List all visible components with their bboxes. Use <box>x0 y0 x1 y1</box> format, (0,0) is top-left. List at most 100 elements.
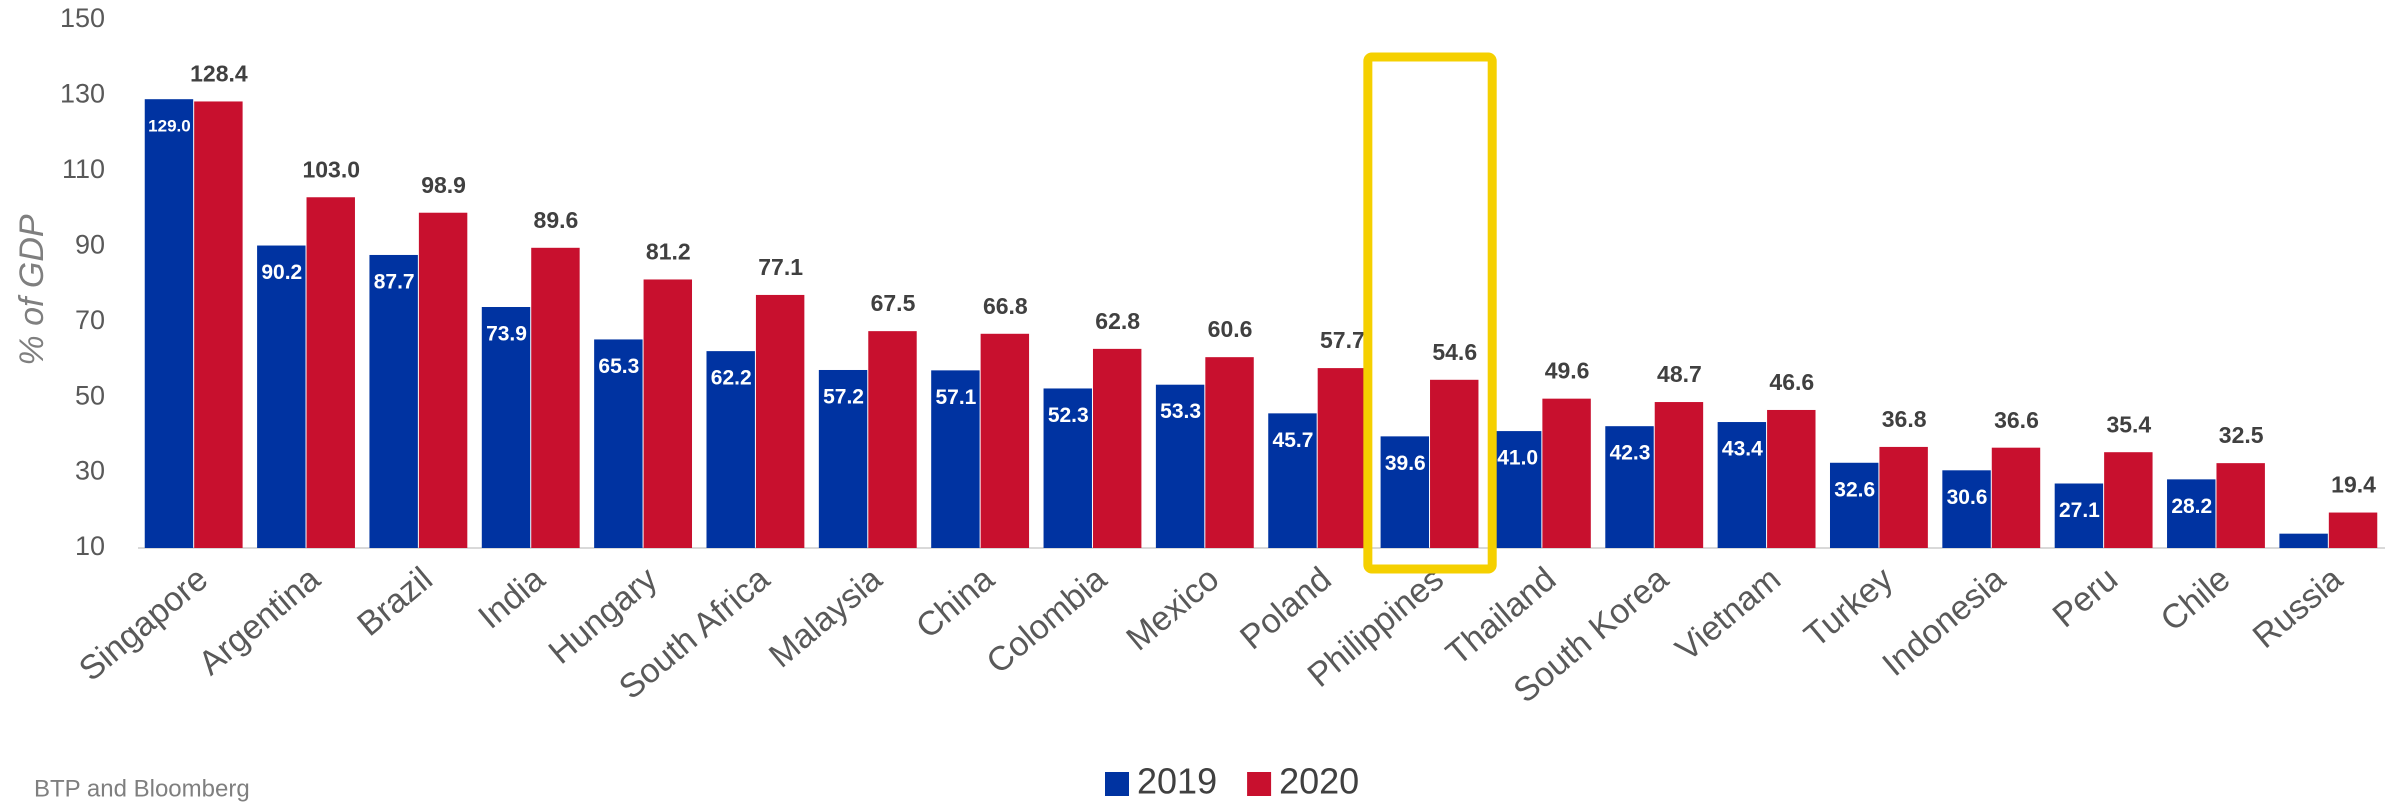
data-label: 98.9 <box>421 172 466 198</box>
highlight-box <box>1363 52 1497 574</box>
data-label: 28.2 <box>2171 495 2212 518</box>
bar <box>980 333 1030 548</box>
bar <box>1155 384 1205 548</box>
bar <box>481 307 531 548</box>
legend-label: 2019 <box>1137 761 1217 802</box>
bar <box>1205 357 1254 548</box>
data-label: 35.4 <box>2106 411 2151 437</box>
source: BTP and Bloomberg <box>34 775 250 802</box>
bar <box>1317 368 1367 548</box>
data-label: 103.0 <box>302 156 360 182</box>
x-tick-label: Argentina <box>192 560 328 683</box>
bar <box>1879 446 1928 548</box>
y-tick-label: 70 <box>75 305 105 335</box>
x-tick-label: Indonesia <box>1875 560 2012 684</box>
x-tick-label: Russia <box>2246 560 2350 656</box>
y-axis-title: % of GDP <box>13 214 51 365</box>
x-tick-label: China <box>909 560 1002 646</box>
data-label: 90.2 <box>261 261 302 284</box>
data-label: 53.3 <box>1160 400 1201 423</box>
data-label: 52.3 <box>1048 404 1089 427</box>
bar <box>1767 409 1816 548</box>
data-label: 30.6 <box>1947 486 1988 509</box>
x-tick-label: Poland <box>1233 560 1339 657</box>
bar <box>1829 462 1879 548</box>
data-label: 32.6 <box>1834 478 1875 501</box>
data-label: 77.1 <box>758 254 803 280</box>
bar <box>1717 422 1767 548</box>
data-label: 67.5 <box>871 290 916 316</box>
data-label: 49.6 <box>1545 358 1590 384</box>
data-label: 36.6 <box>1994 407 2039 433</box>
x-tick-label: Brazil <box>350 560 440 644</box>
data-label: 46.6 <box>1769 369 1814 395</box>
data-label: 42.3 <box>1610 442 1651 465</box>
bar <box>2216 463 2265 548</box>
x-tick-label: Colombia <box>979 560 1114 681</box>
bar <box>144 99 194 548</box>
bar <box>594 339 643 548</box>
data-label: 60.6 <box>1208 316 1253 342</box>
x-tick-label: Peru <box>2046 560 2125 635</box>
bar <box>1268 413 1317 548</box>
bar <box>1430 379 1479 548</box>
y-tick-label: 110 <box>62 154 105 184</box>
bar <box>2328 512 2378 548</box>
bar <box>706 351 755 548</box>
bar <box>1492 431 1542 548</box>
data-label: 13.8 <box>2284 549 2325 572</box>
data-label: 36.8 <box>1882 406 1927 432</box>
data-label: 73.9 <box>486 323 527 346</box>
data-label: 57.2 <box>823 386 864 409</box>
x-tick-label: Singapore <box>72 560 215 689</box>
bar <box>418 212 468 548</box>
bar <box>1654 402 1704 548</box>
x-tick-label: Turkey <box>1797 560 1900 655</box>
bar <box>1380 436 1430 548</box>
x-tick-label: Vietnam <box>1668 560 1788 669</box>
y-tick-label: 90 <box>75 229 105 259</box>
bar <box>818 369 868 548</box>
y-tick-label: 150 <box>60 3 105 33</box>
data-label: 57.1 <box>935 386 976 409</box>
bar <box>2104 452 2153 548</box>
data-label: 66.8 <box>983 293 1028 319</box>
data-label: 87.7 <box>374 271 415 294</box>
y-tick-label: 10 <box>75 531 105 561</box>
data-label: 32.5 <box>2219 422 2264 448</box>
data-label: 128.4 <box>190 61 248 87</box>
legend-swatch <box>1105 772 1129 796</box>
data-label: 129.0 <box>148 117 191 136</box>
data-label: 62.2 <box>711 367 752 390</box>
bar <box>1092 348 1142 548</box>
data-label: 54.6 <box>1432 339 1477 365</box>
bar <box>2167 479 2216 548</box>
bar <box>755 294 805 548</box>
data-label: 57.7 <box>1320 327 1365 353</box>
x-tick-label: Malaysia <box>762 560 889 675</box>
data-label: 65.3 <box>598 355 639 378</box>
data-label: 81.2 <box>646 239 691 265</box>
x-tick-label: India <box>471 560 552 637</box>
bar <box>1043 388 1092 548</box>
bar <box>2054 483 2104 548</box>
data-label: 19.4 <box>2331 472 2376 498</box>
data-label: 48.7 <box>1657 361 1702 387</box>
data-label: 89.6 <box>534 207 579 233</box>
x-tick-label: Chile <box>2154 560 2238 639</box>
bar <box>369 254 418 548</box>
legend-label: 2020 <box>1279 761 1359 802</box>
y-tick-label: 30 <box>75 456 105 486</box>
data-label: 45.7 <box>1273 429 1314 452</box>
bar <box>1991 447 2041 548</box>
y-tick-label: 50 <box>75 380 105 410</box>
bar <box>194 101 243 548</box>
bar <box>1942 470 1991 548</box>
bar <box>931 370 980 548</box>
data-label: 27.1 <box>2059 499 2100 522</box>
data-label: 43.4 <box>1722 438 1763 461</box>
legend-swatch <box>1247 772 1272 796</box>
data-label: 62.8 <box>1095 308 1140 334</box>
bar <box>531 247 580 548</box>
